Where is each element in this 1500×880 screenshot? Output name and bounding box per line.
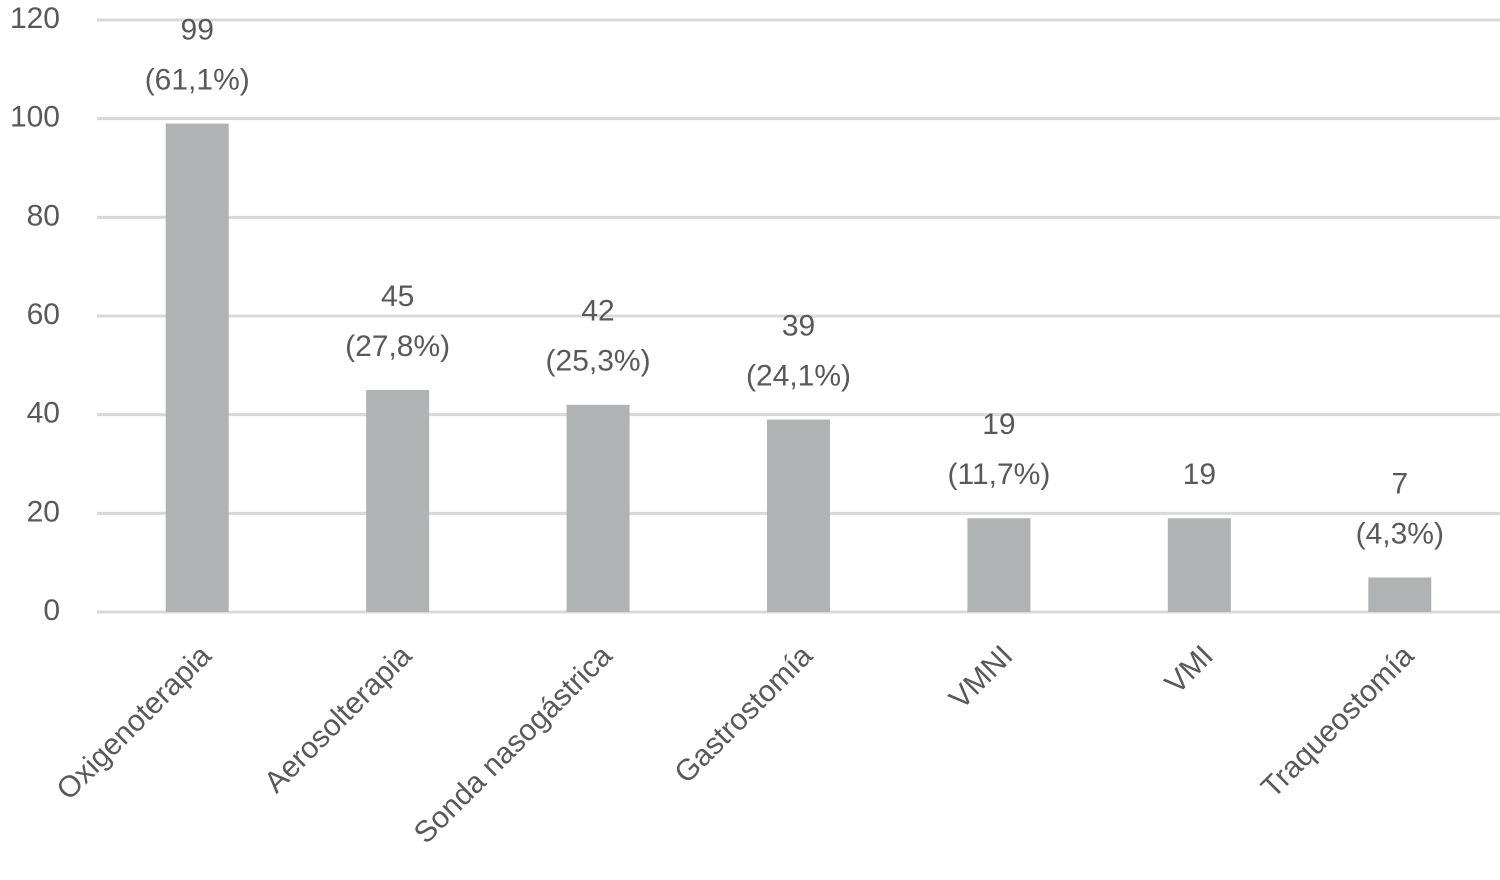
y-tick-label: 0 bbox=[43, 594, 60, 627]
percent-label: (27,8%) bbox=[345, 330, 450, 363]
x-tick-label: Aerosolterapia bbox=[258, 639, 418, 799]
value-label: 19 bbox=[1183, 458, 1216, 491]
bar bbox=[366, 390, 430, 612]
y-tick-label: 100 bbox=[10, 101, 60, 134]
percent-label: (24,1%) bbox=[746, 360, 851, 393]
percent-label: (11,7%) bbox=[948, 458, 1051, 491]
bar bbox=[566, 404, 630, 612]
percent-label: (61,1%) bbox=[145, 64, 250, 97]
x-tick-label: Oxigenoterapia bbox=[51, 639, 218, 806]
x-tick-label: VMNI bbox=[943, 639, 1019, 715]
x-tick-label: Sonda nasogástrica bbox=[408, 639, 619, 850]
bar bbox=[767, 419, 830, 612]
bar bbox=[967, 518, 1031, 612]
value-label: 7 bbox=[1391, 467, 1408, 500]
bar bbox=[1167, 518, 1231, 612]
value-label: 19 bbox=[982, 408, 1015, 441]
bar bbox=[1368, 577, 1432, 612]
percent-label: (25,3%) bbox=[546, 345, 651, 378]
value-label: 42 bbox=[581, 295, 614, 328]
bar bbox=[165, 123, 229, 612]
value-label: 39 bbox=[782, 310, 815, 343]
x-tick-label: Gastrostomía bbox=[668, 639, 819, 790]
x-tick-label: Traqueostomía bbox=[1255, 639, 1420, 804]
y-tick-label: 120 bbox=[10, 2, 60, 35]
y-tick-label: 20 bbox=[27, 495, 60, 528]
y-tick-label: 60 bbox=[27, 298, 60, 331]
y-tick-label: 40 bbox=[27, 397, 60, 430]
value-label: 99 bbox=[181, 14, 214, 47]
y-tick-label: 80 bbox=[27, 199, 60, 232]
value-label: 45 bbox=[381, 280, 414, 313]
percent-label: (4,3%) bbox=[1356, 517, 1444, 550]
x-tick-label: VMI bbox=[1159, 639, 1220, 700]
